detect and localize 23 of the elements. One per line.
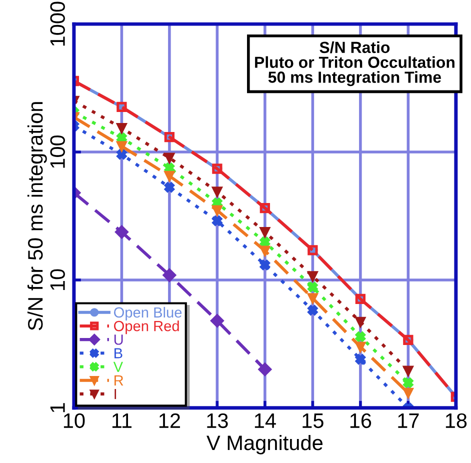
x-tick-label: 18 — [446, 413, 467, 428]
x-tick-label: 12 — [159, 413, 180, 428]
legend-label: V — [113, 362, 123, 372]
x-tick-label: 14 — [254, 414, 276, 428]
legend-label: U — [114, 334, 123, 345]
legend-label: B — [114, 348, 122, 358]
y-axis-title: S/N for 50 ms integration — [27, 102, 47, 330]
x-tick-label: 16 — [350, 413, 372, 428]
legend-label: Open Blue — [114, 306, 182, 321]
y-tick-label: 100 — [50, 135, 65, 168]
y-tick-label: 10 — [50, 269, 65, 290]
text: S/N Ratio Pluto or Triton Occultation 50 ms Integration Time — [255, 41, 454, 86]
legend-label: Open Red — [114, 320, 179, 334]
x-tick-label: 11 — [112, 414, 132, 428]
legend-label: I — [114, 389, 116, 400]
x-tick-label: 13 — [207, 413, 228, 428]
legend-label: R — [114, 375, 124, 386]
y-tick-label: 1000 — [50, 2, 65, 46]
x-tick-label: 10 — [64, 413, 85, 428]
y-tick-label: 1 — [50, 403, 65, 412]
x-tick-label: 17 — [398, 414, 419, 428]
x-tick-label: 15 — [302, 414, 324, 428]
x-axis-title: V Magnitude — [206, 434, 323, 454]
